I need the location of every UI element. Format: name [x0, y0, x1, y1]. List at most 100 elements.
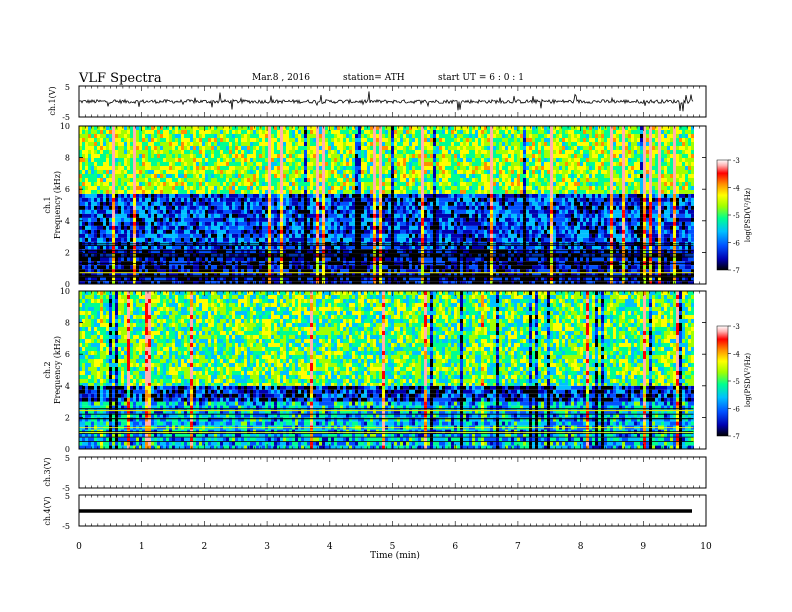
spec-cell	[436, 229, 439, 234]
spec-cell	[232, 213, 235, 218]
spec-cell	[397, 273, 400, 278]
spec-cell	[241, 265, 244, 270]
spec-cell	[247, 142, 250, 146]
spec-cell	[370, 221, 373, 226]
spec-cell	[325, 257, 328, 262]
spec-cell	[265, 166, 268, 170]
spec-cell	[307, 193, 310, 198]
spec-cell	[322, 182, 325, 186]
spec-cell	[205, 253, 208, 258]
spec-cell	[199, 146, 202, 150]
spec-cell	[280, 269, 283, 274]
spec-cell	[379, 281, 382, 284]
spec-cell	[376, 201, 379, 206]
spec-cell	[262, 233, 265, 238]
spec-cell	[103, 265, 106, 270]
spec-cell	[148, 217, 151, 222]
spec-cell	[328, 174, 331, 178]
spec-cell	[418, 186, 421, 190]
spec-cell	[82, 178, 85, 182]
spec-cell	[217, 138, 220, 142]
spec-cell	[253, 170, 256, 174]
spec-cell	[400, 233, 403, 238]
spec-cell	[94, 126, 97, 130]
spec-cell	[109, 186, 112, 190]
spec-cell	[436, 146, 439, 150]
spec-cell	[181, 221, 184, 226]
spec-cell	[181, 281, 184, 284]
spec-cell	[265, 126, 268, 130]
spec-cell	[259, 225, 262, 230]
spec-cell	[100, 225, 103, 230]
spec-cell	[316, 162, 319, 166]
spec-cell	[313, 229, 316, 234]
spec-cell	[178, 245, 181, 250]
spec-cell	[397, 265, 400, 270]
spec-cell	[238, 221, 241, 226]
spec-cell	[343, 197, 346, 202]
spec-cell	[130, 190, 133, 194]
spec-cell	[442, 178, 445, 182]
spec-cell	[451, 277, 454, 282]
spec-cell	[79, 221, 82, 226]
spec-cell	[205, 193, 208, 198]
spec-cell	[217, 213, 220, 218]
spec-cell	[256, 158, 259, 162]
spec-cell	[319, 197, 322, 202]
spec-cell	[187, 221, 190, 226]
spec-cell	[391, 273, 394, 278]
spec-cell	[334, 225, 337, 230]
spec-cell	[181, 186, 184, 190]
spec-cell	[169, 225, 172, 230]
spec-cell	[370, 205, 373, 210]
spec-cell	[232, 166, 235, 170]
spec-cell	[172, 277, 175, 282]
spec-cell	[187, 249, 190, 254]
spec-cell	[346, 205, 349, 210]
spec-cell	[148, 190, 151, 194]
spec-cell	[235, 138, 238, 142]
spec-cell	[388, 221, 391, 226]
spec-cell	[100, 269, 103, 274]
spec-cell	[214, 205, 217, 210]
spec-cell	[298, 245, 301, 250]
spec-cell	[100, 158, 103, 162]
spec-cell	[292, 154, 295, 158]
spec-cell	[409, 197, 412, 202]
spec-cell	[130, 142, 133, 146]
spec-cell	[253, 158, 256, 162]
spec-cell	[211, 249, 214, 254]
spec-cell	[328, 233, 331, 238]
spec-cell	[304, 193, 307, 198]
spec-cell	[448, 201, 451, 206]
spec-cell	[82, 158, 85, 162]
spec-cell	[130, 265, 133, 270]
spec-cell	[343, 273, 346, 278]
spec-cell	[433, 265, 436, 270]
spec-cell	[97, 150, 100, 154]
spec-cell	[415, 193, 418, 198]
spec-cell	[175, 126, 178, 130]
spec-cell	[241, 193, 244, 198]
spec-cell	[184, 221, 187, 226]
spec-cell	[181, 190, 184, 194]
spec-cell	[268, 217, 271, 222]
spec-cell	[337, 193, 340, 198]
spec-cell	[277, 229, 280, 234]
spec-cell	[184, 237, 187, 242]
spec-cell	[121, 281, 124, 284]
spec-cell	[205, 213, 208, 218]
spec-cell	[367, 245, 370, 250]
spec-cell	[97, 158, 100, 162]
spec-cell	[388, 178, 391, 182]
spec-cell	[274, 213, 277, 218]
spec-cell	[121, 178, 124, 182]
spec-cell	[430, 146, 433, 150]
spec-cell	[253, 138, 256, 142]
spec-cell	[157, 253, 160, 258]
spec-cell	[82, 170, 85, 174]
spec-cell	[103, 281, 106, 284]
spec-cell	[298, 150, 301, 154]
spec-cell	[448, 126, 451, 130]
spec-cell	[418, 277, 421, 282]
